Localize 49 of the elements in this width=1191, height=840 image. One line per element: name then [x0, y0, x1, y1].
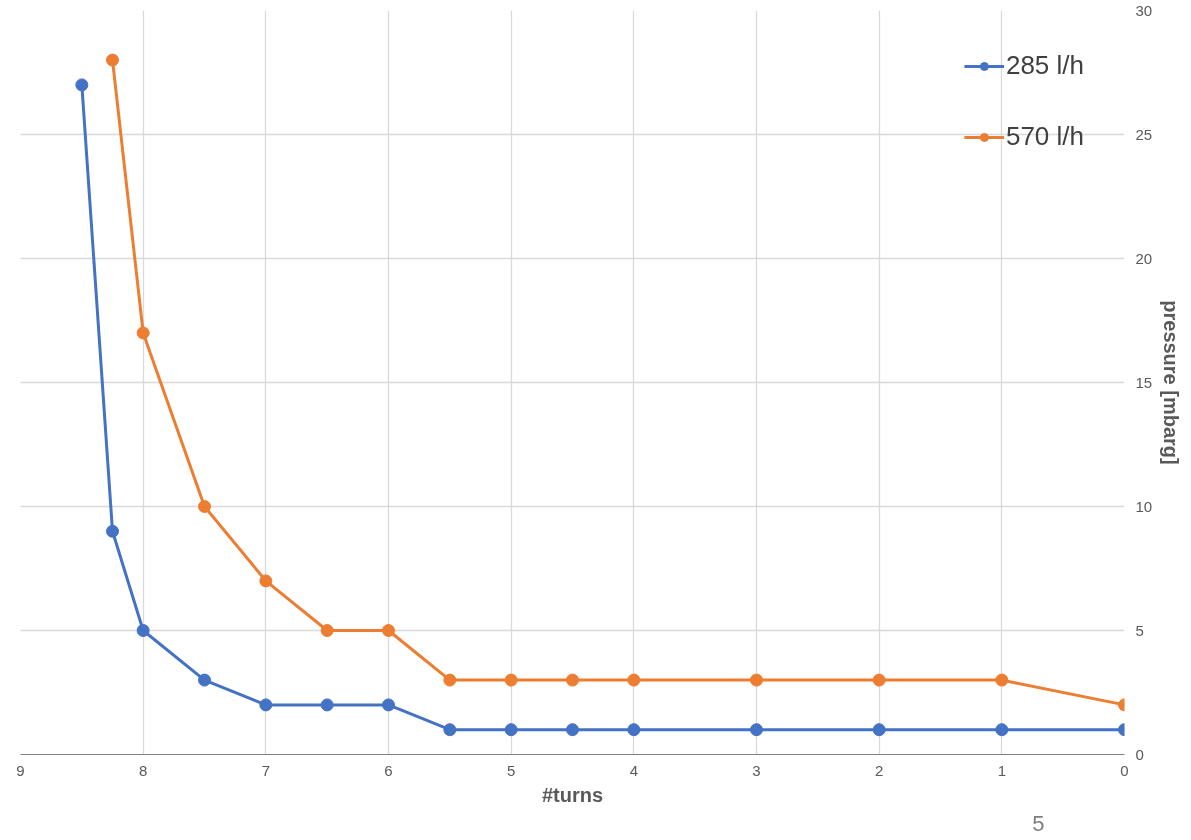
x-tick-label: 4 — [629, 761, 639, 779]
y-tick-label: 20 — [1135, 249, 1153, 267]
y-tick-label: 25 — [1135, 125, 1153, 143]
x-tick-label: 9 — [16, 761, 25, 779]
point — [382, 624, 395, 637]
point — [136, 624, 150, 637]
point — [872, 673, 886, 687]
point — [198, 500, 211, 513]
legend-label: 570 l/h — [1005, 121, 1084, 152]
legend-label: 285 l/h — [1005, 50, 1084, 81]
point — [443, 723, 457, 737]
x-tick-label: 3 — [752, 761, 761, 779]
x-tick-label: 8 — [139, 761, 148, 779]
point — [75, 78, 89, 92]
y-tick-label: 5 — [1135, 621, 1144, 639]
text: 5 — [1032, 810, 1045, 836]
point — [872, 723, 886, 737]
point — [198, 673, 211, 687]
point — [320, 698, 334, 712]
point — [627, 723, 641, 737]
y-tick-label: 10 — [1135, 497, 1153, 515]
y-tick-label: 15 — [1135, 373, 1153, 391]
point — [627, 673, 641, 687]
point — [382, 698, 395, 712]
point — [136, 326, 150, 340]
x-tick-label: 7 — [261, 761, 271, 779]
point — [504, 673, 518, 687]
point — [106, 53, 119, 67]
point — [995, 723, 1009, 737]
point — [750, 673, 763, 687]
point — [259, 574, 273, 588]
point — [106, 524, 119, 538]
point — [443, 673, 457, 687]
point — [320, 624, 334, 637]
point — [504, 723, 518, 737]
x-tick-label: 6 — [384, 761, 393, 779]
y-tick-label: 30 — [1135, 1, 1153, 19]
y-tick-label: 0 — [1135, 745, 1144, 763]
x-tick-label: 0 — [1120, 761, 1129, 779]
point — [995, 673, 1009, 687]
point — [566, 723, 579, 737]
x-tick-label: 2 — [875, 761, 884, 779]
x-axis-title: #turns — [541, 783, 604, 806]
point — [750, 723, 763, 737]
x-tick-label: 5 — [507, 761, 516, 779]
point — [259, 698, 273, 712]
x-tick-label: 1 — [997, 761, 1007, 779]
y-axis-title: pressure [mbarg] — [1160, 300, 1183, 465]
point — [566, 673, 579, 687]
